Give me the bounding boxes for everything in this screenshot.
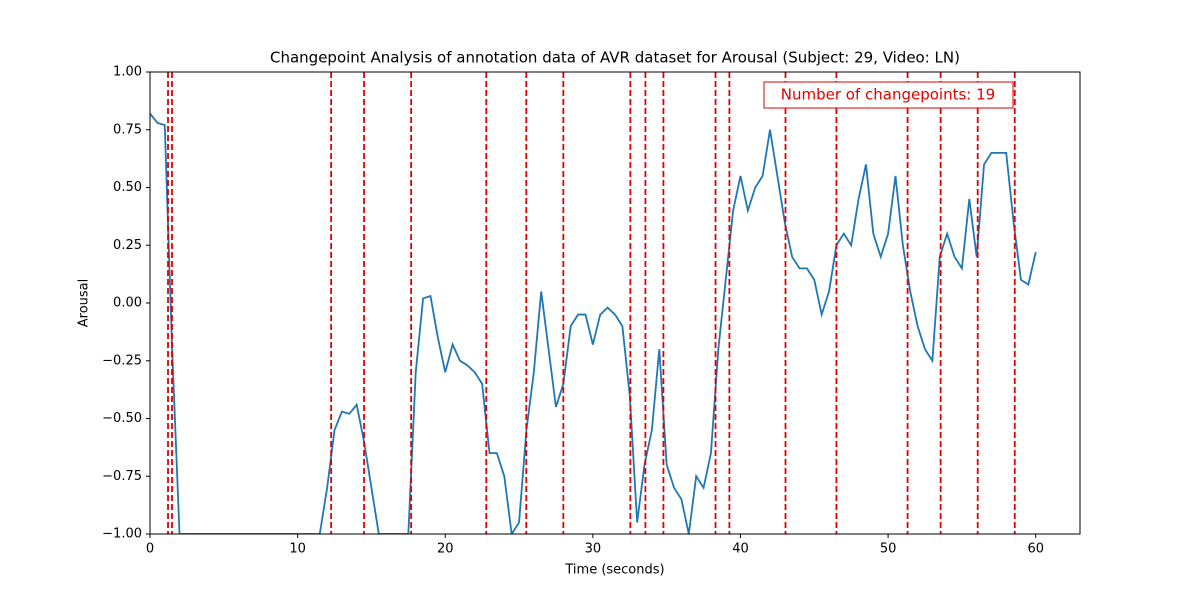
- x-tick-label: 40: [732, 542, 749, 557]
- y-tick-label: −1.00: [102, 527, 142, 542]
- y-tick-label: 1.00: [113, 65, 142, 80]
- y-tick-label: 0.50: [113, 180, 142, 195]
- plot-frame: [149, 71, 1081, 535]
- annotation-box: [763, 81, 1014, 109]
- y-tick-label: 0.00: [113, 296, 142, 311]
- y-tick-label: 0.25: [113, 238, 142, 253]
- x-tick-label: 0: [146, 542, 154, 557]
- data-line: [150, 113, 1037, 534]
- y-tick-label: 0.75: [113, 122, 142, 137]
- annotation: Number of changepoints: 19: [781, 86, 995, 104]
- y-tick-label: −0.50: [102, 411, 142, 426]
- x-tick-label: 30: [585, 542, 602, 557]
- x-tick-label: 50: [880, 542, 897, 557]
- x-tick-label: 20: [437, 542, 454, 557]
- x-axis-label: Time (seconds): [564, 563, 664, 578]
- y-axis-label: Arousal: [77, 279, 92, 328]
- y-tick-label: −0.25: [102, 353, 142, 368]
- x-tick-label: 60: [1027, 542, 1044, 557]
- y-tick-label: −0.75: [102, 469, 142, 484]
- chart-title: Changepoint Analysis of annotation data …: [270, 49, 960, 67]
- x-tick-label: 10: [289, 542, 306, 557]
